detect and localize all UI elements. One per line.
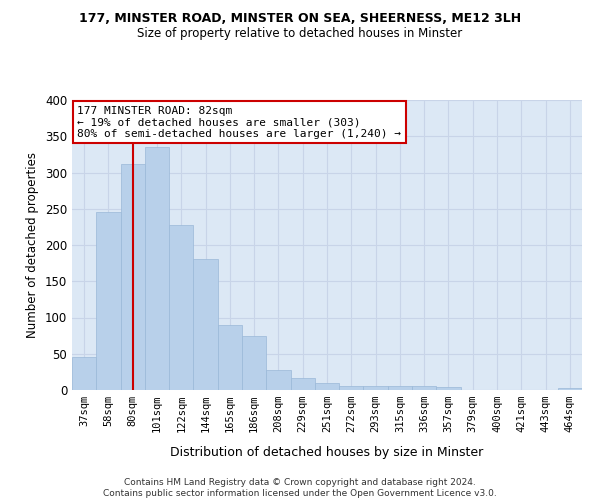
Bar [339,386,364,390]
Bar [290,378,315,390]
Text: Contains HM Land Registry data © Crown copyright and database right 2024.: Contains HM Land Registry data © Crown c… [124,478,476,487]
Bar [412,386,436,390]
Bar [315,383,339,390]
Text: Distribution of detached houses by size in Minster: Distribution of detached houses by size … [170,446,484,459]
Bar [72,358,96,390]
Text: Contains public sector information licensed under the Open Government Licence v3: Contains public sector information licen… [103,490,497,498]
Text: Size of property relative to detached houses in Minster: Size of property relative to detached ho… [137,28,463,40]
Bar [145,147,169,390]
Bar [558,388,582,390]
Bar [364,386,388,390]
Bar [266,370,290,390]
Bar [193,259,218,390]
Bar [121,164,145,390]
Bar [218,325,242,390]
Y-axis label: Number of detached properties: Number of detached properties [26,152,40,338]
Text: 177, MINSTER ROAD, MINSTER ON SEA, SHEERNESS, ME12 3LH: 177, MINSTER ROAD, MINSTER ON SEA, SHEER… [79,12,521,26]
Bar [242,336,266,390]
Bar [96,212,121,390]
Bar [388,386,412,390]
Bar [169,226,193,390]
Bar [436,387,461,390]
Text: 177 MINSTER ROAD: 82sqm
← 19% of detached houses are smaller (303)
80% of semi-d: 177 MINSTER ROAD: 82sqm ← 19% of detache… [77,106,401,139]
